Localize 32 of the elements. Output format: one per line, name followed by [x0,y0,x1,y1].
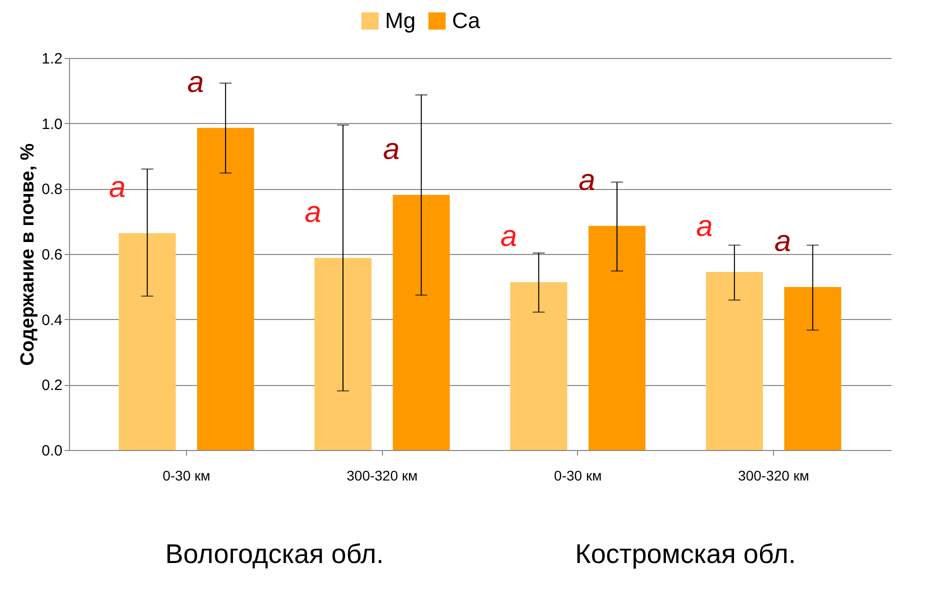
annotation: a [108,171,126,204]
y-axis-title: Содержание в почве, % [18,143,39,366]
annotation: a [187,66,204,99]
annotation: a [774,224,792,258]
x-tick-label: 0-30 км [554,468,602,484]
text: Вологодская обл. [165,539,384,569]
bar [588,226,646,450]
bar [118,233,176,450]
annotation: a [500,220,518,254]
bar [510,282,568,450]
annotation: a [578,164,596,197]
y-tick-label: 0.0 [42,442,62,460]
x-tick-label: 0-30 км [162,468,210,484]
x-tick-label: 300-320 км [738,468,810,484]
x-tick-label: 300-320 км [346,468,418,484]
y-tick-label: 0.4 [42,312,62,329]
bar [314,258,372,450]
text: Костромская обл. [575,539,796,569]
bar [392,194,450,450]
bar [706,272,763,450]
annotation: a [382,132,400,166]
legend-label: Mg [385,8,416,33]
y-tick-label: 0.2 [42,377,62,394]
bar [784,286,842,450]
bar [197,128,254,450]
annotation: a [304,196,322,229]
y-tick-label: 1.0 [42,116,62,133]
y-tick-label: 0.8 [42,181,62,198]
y-tick-label: 0.6 [42,246,62,264]
legend-label: Ca [452,8,481,33]
annotation: a [696,210,713,243]
y-tick-label: 1.2 [42,50,62,68]
